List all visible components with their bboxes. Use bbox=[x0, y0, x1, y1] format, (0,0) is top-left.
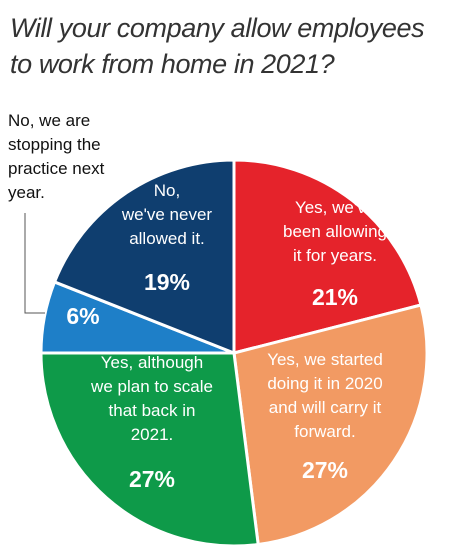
slice-label-line: year. bbox=[8, 183, 45, 202]
slice-value: 21% bbox=[312, 284, 358, 310]
slice-label-line: we plan to scale bbox=[90, 377, 213, 396]
pie-slice bbox=[232, 303, 429, 546]
slice-label: Yes, although we plan to scale that back i… bbox=[90, 353, 213, 444]
slice-label-line: practice next bbox=[8, 159, 105, 178]
pie-slice bbox=[232, 158, 423, 355]
slice-value: 19% bbox=[144, 269, 190, 295]
slice-label-line: No, bbox=[154, 181, 180, 200]
chart-title-line-1: Will your company allow employees bbox=[10, 13, 425, 43]
slice-label: No, we've never allowed it. bbox=[121, 181, 213, 248]
slice-label-line: No, we are bbox=[8, 111, 90, 130]
chart-title: Will your company allow employees to wor… bbox=[10, 10, 440, 82]
slice-value: 27% bbox=[129, 466, 175, 492]
slice-label-line: Yes, we started bbox=[267, 350, 383, 369]
slice-label-line: that back in bbox=[109, 401, 196, 420]
slice-label-line: doing it in 2020 bbox=[267, 374, 382, 393]
slice-label-line: 2021. bbox=[131, 425, 174, 444]
slice-label: Yes, we started doing it in 2020 and will … bbox=[267, 350, 383, 441]
slice-label-line: stopping the bbox=[8, 135, 101, 154]
slice-label-line: Yes, although bbox=[101, 353, 203, 372]
slice-label-line: been allowing bbox=[283, 222, 387, 241]
slice-label: No, we are stopping the practice next year. bbox=[8, 111, 105, 202]
pie-slice bbox=[53, 158, 236, 355]
slice-value: 6% bbox=[66, 303, 99, 329]
slice-label-line: and will carry it bbox=[269, 398, 382, 417]
slice-label: Yes, we've been allowing it for years. bbox=[283, 198, 387, 265]
chart-title-line-2: to work from home in 2021? bbox=[10, 49, 335, 79]
slice-label-line: Yes, we've bbox=[295, 198, 375, 217]
leader-line bbox=[24, 213, 45, 314]
slice-label-line: we've never bbox=[121, 205, 213, 224]
slice-label-line: forward. bbox=[294, 422, 355, 441]
slice-label-line: allowed it. bbox=[129, 229, 205, 248]
slice-value: 27% bbox=[302, 457, 348, 483]
slice-label-line: it for years. bbox=[293, 246, 377, 265]
pie-slice bbox=[39, 351, 260, 548]
